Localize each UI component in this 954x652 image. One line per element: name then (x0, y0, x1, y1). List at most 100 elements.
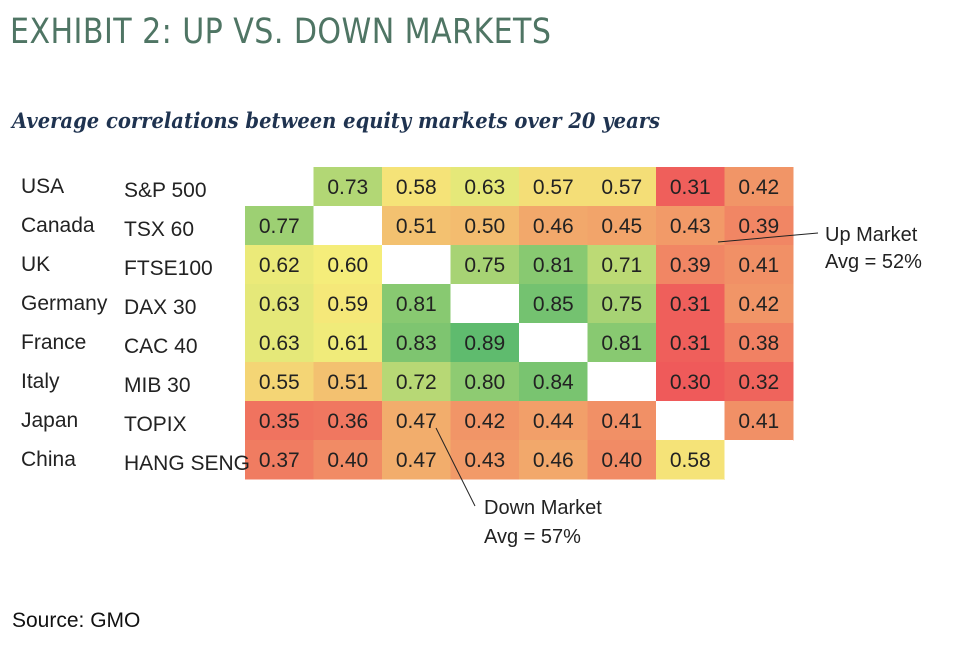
country-label: China (21, 448, 76, 471)
heatmap-cell (724, 401, 794, 441)
heatmap-cell (245, 206, 314, 246)
heatmap-cell (313, 284, 383, 324)
heatmap-cells: 0.73 0.58 0.63 0.57 0.57 0.31 0.42 0.77 0.51 0.50… (245, 167, 794, 480)
cell-value-label: 0.45 (601, 215, 642, 238)
cell-value-label: 0.57 (601, 176, 642, 199)
heatmap-cell (587, 206, 657, 246)
diagonal-blank-cell (587, 362, 656, 401)
heatmap-cell (245, 323, 314, 363)
cell-value-label: 0.42 (464, 410, 505, 433)
cell-value-label: 0.39 (670, 254, 711, 277)
diagonal-blank-cell (313, 206, 382, 245)
cell-value-label: 0.59 (327, 293, 368, 316)
heatmap-cell (656, 440, 725, 480)
cell-value-label: 0.38 (738, 332, 779, 355)
cell-value-label: 0.32 (738, 371, 779, 394)
cell-value-label: 0.89 (464, 332, 505, 355)
cell-value-label: 0.61 (327, 332, 368, 355)
cell-value-label: 0.46 (533, 449, 574, 472)
country-label: Italy (21, 370, 60, 393)
heatmap-cell (656, 206, 725, 246)
heatmap-cell (450, 362, 520, 402)
cell-value-label: 0.80 (464, 371, 505, 394)
cell-value-label: 0.55 (259, 371, 300, 394)
heatmap-cell (245, 245, 314, 285)
cell-value-label: 0.60 (327, 254, 368, 277)
cell-value-label: 0.40 (327, 449, 368, 472)
cell-value-label: 0.75 (601, 293, 642, 316)
heatmap-cell (382, 323, 451, 363)
cell-value-label: 0.41 (738, 254, 779, 277)
heatmap-cell (519, 401, 588, 441)
cell-value-label: 0.31 (670, 176, 711, 199)
index-label: S&P 500 (124, 179, 207, 202)
country-label: Canada (21, 214, 95, 237)
cell-value-label: 0.47 (396, 410, 437, 433)
cell-value-label: 0.41 (601, 410, 642, 433)
heatmap-cell (313, 401, 383, 441)
cell-value-label: 0.71 (601, 254, 642, 277)
page-title: EXHIBIT 2: UP VS. DOWN MARKETS (10, 12, 552, 52)
heatmap-cell (587, 401, 657, 441)
cell-value-label: 0.30 (670, 371, 711, 394)
cell-value-label: 0.42 (738, 293, 779, 316)
annotations: Up Market Avg = 52% Down Market Avg = 57… (435, 224, 922, 548)
cell-value-label: 0.83 (396, 332, 437, 355)
cell-value-label: 0.62 (259, 254, 300, 277)
cell-value-label: 0.72 (396, 371, 437, 394)
heatmap-cell (656, 284, 725, 324)
cell-value-label: 0.37 (259, 449, 300, 472)
heatmap-cell (245, 440, 314, 480)
index-label: FTSE100 (124, 257, 213, 280)
cell-value-label: 0.73 (327, 176, 368, 199)
cell-value-label: 0.46 (533, 215, 574, 238)
cell-value-label: 0.44 (533, 410, 574, 433)
index-label: CAC 40 (124, 335, 198, 358)
cell-value-label: 0.63 (464, 176, 505, 199)
heatmap-cell (587, 167, 657, 207)
diagonal-blank-cell (519, 323, 588, 362)
heatmap-cell (245, 284, 314, 324)
diagonal-blank-cell (382, 245, 451, 284)
heatmap-cell (519, 362, 588, 402)
cell-value-label: 0.81 (533, 254, 574, 277)
down-market-label: Down Market (484, 497, 602, 519)
country-label: France (21, 331, 86, 354)
heatmap-cell (587, 245, 657, 285)
index-label: TSX 60 (124, 218, 194, 241)
cell-value-label: 0.57 (533, 176, 574, 199)
cell-value-label: 0.81 (601, 332, 642, 355)
heatmap-cell (656, 362, 725, 402)
heatmap-cell (587, 323, 657, 363)
heatmap-cell (382, 206, 451, 246)
heatmap-cell (519, 440, 588, 480)
heatmap-cell (245, 362, 314, 402)
heatmap-cell (313, 440, 383, 480)
cell-value-label: 0.75 (464, 254, 505, 277)
cell-value-label: 0.85 (533, 293, 574, 316)
heatmap-cell (245, 401, 314, 441)
cell-value-label: 0.58 (396, 176, 437, 199)
heatmap-cell (450, 167, 520, 207)
country-label: Germany (21, 292, 108, 315)
heatmap-cell (450, 401, 520, 441)
cell-value-label: 0.77 (259, 215, 300, 238)
heatmap-cell (724, 284, 794, 324)
heatmap-cell (724, 362, 794, 402)
country-label: Japan (21, 409, 78, 432)
heatmap-cell (313, 323, 383, 363)
cell-value-label: 0.81 (396, 293, 437, 316)
heatmap-cell (519, 167, 588, 207)
heatmap-cell (656, 323, 725, 363)
cell-value-label: 0.51 (396, 215, 437, 238)
cell-value-label: 0.42 (738, 176, 779, 199)
cell-value-label: 0.43 (670, 215, 711, 238)
diagonal-blank-cell (245, 167, 314, 206)
source-note: Source: GMO (12, 609, 141, 632)
index-label: TOPIX (124, 413, 187, 436)
cell-value-label: 0.41 (738, 410, 779, 433)
heatmap-cell (450, 245, 520, 285)
heatmap-cell (656, 167, 725, 207)
cell-value-label: 0.51 (327, 371, 368, 394)
